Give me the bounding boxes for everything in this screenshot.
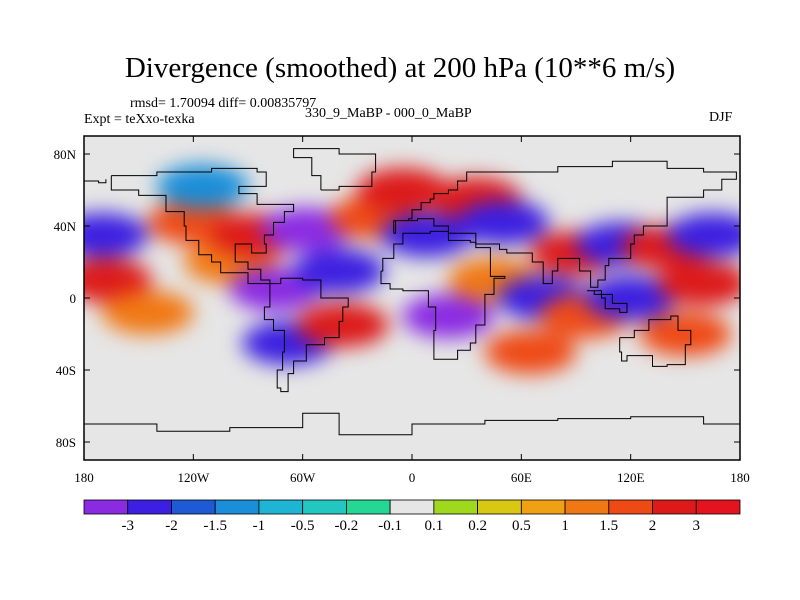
coastlines: [84, 148, 740, 436]
coastline-1: [263, 277, 349, 393]
lon-tick-label: 60W: [290, 470, 316, 485]
colorbar-label: -3: [121, 518, 134, 534]
field-feature-15: [402, 294, 495, 338]
coastline-7: [84, 412, 740, 436]
colorbar-swatch: [520, 499, 566, 515]
colorbar-label: 1: [561, 518, 569, 534]
colorbar: [83, 499, 741, 515]
colorbar-swatch: [214, 499, 260, 515]
chart-title: Divergence (smoothed) at 200 hPa (10**6 …: [124, 52, 676, 84]
colorbar-label: 0.2: [468, 518, 487, 534]
colorbar-swatch: [652, 499, 697, 515]
lat-tick-label: 80S: [56, 435, 76, 450]
field-feature-4: [156, 164, 249, 209]
colorbar-swatch: [608, 499, 653, 515]
field-feature-26: [639, 312, 732, 356]
colorbar-label: -1: [252, 518, 266, 534]
colorbar-label: -0.5: [290, 518, 315, 534]
field-feature-18: [457, 200, 550, 245]
colorbar-label: 2: [648, 518, 657, 534]
colorbar-label: -1.5: [203, 518, 228, 534]
lon-tick-label: 180: [730, 470, 750, 485]
field-feature-10: [293, 249, 386, 293]
coastline-2: [380, 230, 506, 360]
coastline-8: [84, 179, 107, 184]
lon-tick-label: 180: [74, 470, 94, 485]
coastline-4: [619, 315, 692, 367]
colorbar-swatch: [345, 499, 391, 515]
lat-tick-label: 80N: [54, 147, 77, 162]
colorbar-label: 3: [692, 518, 701, 534]
lon-tick-label: 120E: [617, 470, 645, 485]
colorbar-label: -0.1: [378, 518, 402, 534]
lat-tick-label: 40S: [56, 363, 76, 378]
colorbar-swatch: [477, 499, 522, 515]
lat-tick-label: 0: [70, 291, 77, 306]
coastline-0: [110, 167, 295, 285]
colorbar-label: 0.5: [511, 518, 531, 534]
field-feature-1: [84, 258, 152, 302]
season-label: DJF: [709, 110, 733, 125]
field-feature-9: [260, 207, 353, 252]
field-feature-19: [484, 330, 577, 374]
colorbar-swatch: [127, 499, 172, 515]
coastline-5: [293, 148, 377, 191]
field-feature-13: [356, 168, 449, 212]
colorbar-swatch: [564, 499, 610, 515]
field-feature-11: [296, 303, 389, 347]
stats-label: rmsd= 1.70094 diff= 0.00835797: [130, 96, 317, 111]
coastline-6: [586, 290, 628, 313]
colorbar-label: 0.1: [424, 518, 444, 534]
field-feature-28: [666, 213, 740, 257]
colorbar-swatch: [389, 499, 435, 515]
colorbar-swatch: [433, 499, 479, 515]
lat-tick-label: 40N: [54, 219, 77, 234]
colorbar-swatch: [171, 499, 216, 515]
lon-tick-label: 0: [409, 470, 416, 485]
field-feature-0: [84, 213, 149, 257]
comparison-label: 330_9_MaBP - 000_0_MaBP: [305, 106, 472, 121]
axes: 80N 40N 0 40S 80S 180 120W 60W 0 60E 120E 180: [54, 136, 750, 485]
colorbar-swatch: [258, 499, 304, 515]
field-feature-27: [657, 261, 740, 306]
lon-tick-label: 60E: [511, 470, 532, 485]
colorbar-swatch: [695, 499, 741, 515]
colorbar-swatch: [83, 499, 129, 515]
divergence-field: [84, 164, 740, 374]
colorbar-label: -0.2: [334, 518, 359, 534]
colorbar-label: -2: [165, 518, 178, 534]
experiment-label: Expt = teXxo-texka: [84, 112, 195, 127]
coastline-3: [393, 160, 737, 288]
field-feature-14: [380, 213, 473, 257]
lon-tick-label: 120W: [177, 470, 210, 485]
map-plot-area: [84, 136, 740, 460]
colorbar-swatch: [302, 499, 347, 515]
field-feature-2: [101, 290, 194, 335]
colorbar-label: 1.5: [599, 518, 619, 534]
